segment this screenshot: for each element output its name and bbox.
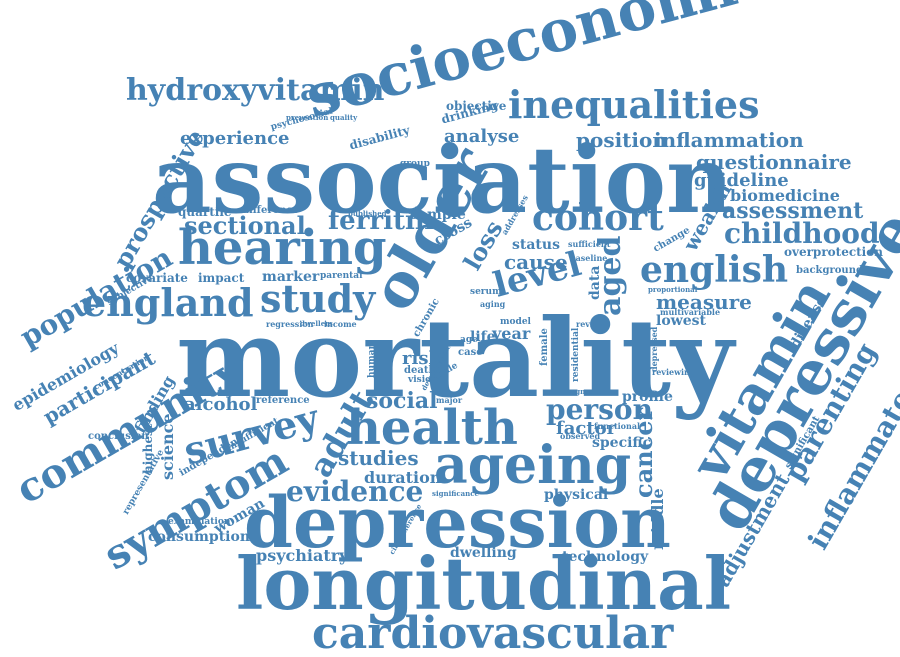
word-parental: parental [320, 271, 363, 281]
word-depression: depression [244, 481, 671, 564]
word-social: social [366, 388, 438, 414]
word-prevention: prevention [286, 113, 329, 122]
word-english: english [640, 249, 789, 291]
word-inflammation: inflammation [654, 128, 804, 152]
word-background: background [796, 265, 863, 276]
word-longitudinal: longitudinal [236, 541, 732, 626]
word-multivariable: multivariable [660, 307, 721, 317]
word-risk: risk [402, 348, 441, 369]
word-income: income [324, 319, 357, 329]
word-difference: difference [242, 205, 299, 216]
word-prognostic: prognostic [562, 387, 604, 396]
word-aging: aging [480, 299, 506, 309]
word-major: major [436, 395, 463, 405]
word-childhood: childhood [724, 217, 880, 250]
word-group: group [400, 159, 430, 169]
word-middle: middle [648, 488, 667, 550]
word-depressed: depressed [649, 326, 659, 372]
word-measure: measure [656, 290, 752, 314]
word-regression: regression [266, 319, 314, 329]
word-guideline: guideline [694, 170, 789, 191]
word-factor: factor [556, 418, 617, 439]
word-cause: cause [504, 250, 568, 274]
word-assessment: assessment [722, 198, 864, 224]
word-functional: functional [594, 421, 641, 431]
word-biomedicine: biomedicine [730, 186, 840, 205]
word-cohort: cohort [532, 197, 664, 239]
word-inequalities: inequalities [508, 82, 760, 127]
word-baseline: baseline [570, 253, 608, 263]
word-study: study [260, 276, 376, 321]
word-mortality: mortality [176, 296, 734, 422]
word-proportional: proportional [648, 285, 698, 294]
word-female: female [539, 328, 550, 366]
word-psychiatry: psychiatry [256, 546, 349, 565]
word-physical: physical [544, 487, 609, 503]
word-evidence: evidence [286, 475, 424, 508]
word-analyse: analyse [444, 126, 520, 147]
word-ageing: ageing [434, 435, 632, 496]
word-cardiovascular: cardiovascular [312, 608, 674, 657]
word-studies: studies [338, 446, 419, 470]
word-data: data [587, 265, 603, 300]
word-alcohol: alcohol [184, 394, 258, 415]
word-case: case [458, 347, 483, 358]
word-science: science [158, 413, 177, 480]
word-experience: experience [180, 128, 290, 149]
word-age: age [460, 335, 478, 345]
word-model: model [500, 317, 531, 327]
word-status: status [512, 237, 560, 253]
word-vision: vision [408, 375, 438, 385]
word-marker: marker [262, 269, 320, 285]
word-human: human [367, 343, 377, 378]
word-health: health [346, 400, 518, 456]
word-questionnaire: questionnaire [696, 150, 852, 174]
word-examination: examination [168, 517, 231, 527]
word-conclusion: conclusion [88, 431, 149, 442]
word-sectional: sectional [184, 211, 306, 240]
word-reference: reference [256, 395, 310, 406]
word-sample: sample [410, 207, 466, 223]
word-quality: quality [330, 113, 358, 122]
word-duration: duration [364, 468, 442, 487]
word-england: england [82, 280, 254, 325]
word-impact: impact [198, 271, 245, 285]
word-hearing: hearing [178, 220, 387, 276]
word-consumption: consumption [148, 529, 251, 545]
word-overprotection: overprotection [784, 245, 883, 259]
word-death: death [404, 365, 436, 376]
word-serum: serum [470, 287, 502, 297]
word-profile: profile [622, 389, 673, 405]
word-person: person [546, 393, 653, 426]
word-technology: technology [562, 549, 649, 565]
word-residential: residential [571, 327, 581, 382]
word-association: association [152, 126, 733, 234]
word-reviewing: reviewing [652, 367, 696, 377]
word-dwellers: dwellers [300, 319, 333, 328]
word-objective: objective [446, 99, 507, 113]
word-covariate: covariate [126, 271, 188, 285]
word-specific: specific [592, 435, 652, 451]
word-sufficient: sufficient [568, 239, 611, 249]
word-hydroxyvitamin: hydroxyvitamin [126, 73, 385, 108]
word-dwelling: dwelling [450, 545, 517, 561]
word-published: published [348, 209, 387, 218]
word-lowest: lowest [656, 313, 706, 329]
word-quartile: quartile [178, 205, 232, 219]
word-position: position [576, 128, 667, 152]
word-review: review [576, 319, 605, 329]
word-ferritin: ferritin [328, 206, 434, 236]
word-significance: significance [432, 489, 479, 498]
word-year: year [492, 324, 531, 343]
word-observed: observed [560, 431, 601, 441]
word-life: life [470, 329, 496, 345]
